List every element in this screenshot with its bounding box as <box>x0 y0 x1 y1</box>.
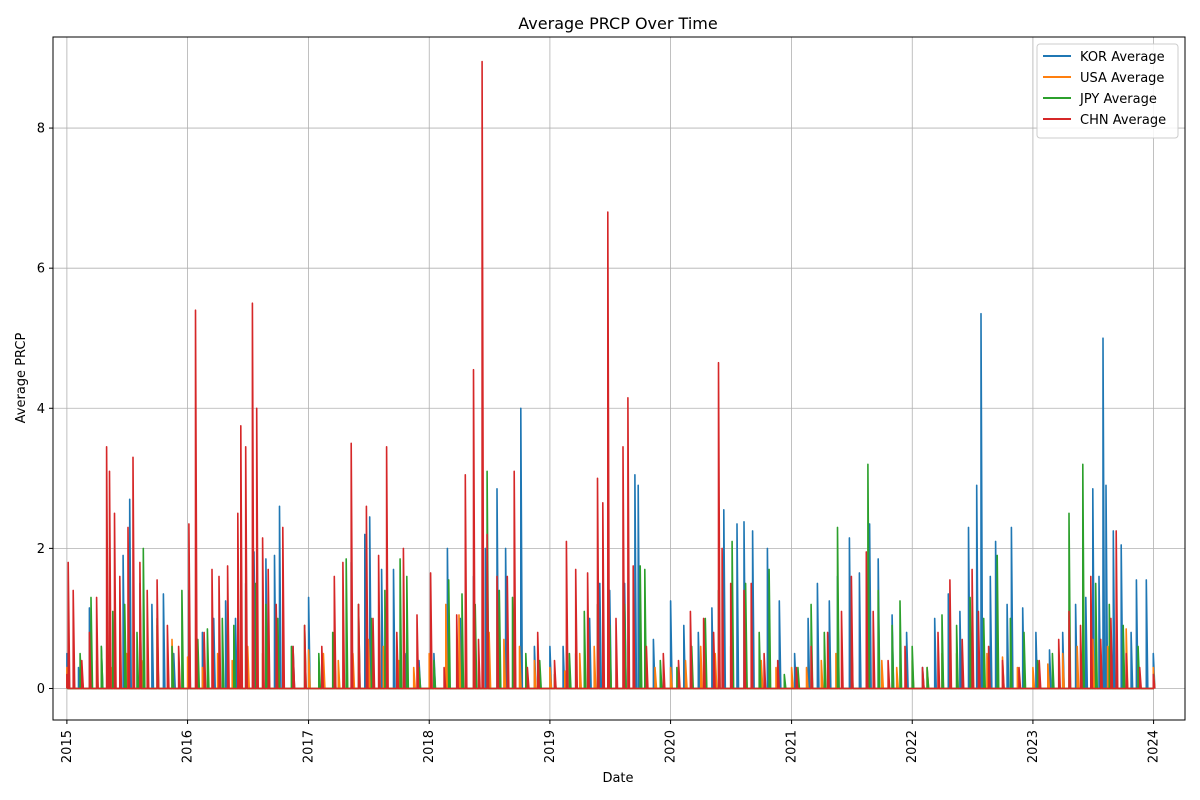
x-tick-label: 2021 <box>785 730 800 763</box>
x-tick-label: 2023 <box>1026 730 1041 763</box>
y-tick-label: 8 <box>37 122 45 137</box>
x-tick-label: 2024 <box>1147 730 1162 763</box>
x-tick-label: 2020 <box>664 730 679 763</box>
x-axis-label: Date <box>602 771 633 786</box>
x-tick-label: 2015 <box>60 730 75 763</box>
x-tick-label: 2016 <box>181 730 196 763</box>
x-tick-label: 2019 <box>543 730 558 763</box>
series-layer <box>66 60 1156 690</box>
y-tick-label: 4 <box>37 402 45 417</box>
x-tick-label: 2018 <box>422 730 437 763</box>
ticks: 2015 2016 2017 2018 2019 2020 2021 2022 2023 2024… <box>37 122 1162 764</box>
x-tick-label: 2017 <box>302 730 317 763</box>
legend-box <box>1036 43 1179 139</box>
y-tick-label: 2 <box>37 542 45 557</box>
legend-label: KOR Average <box>1080 50 1165 65</box>
plot-frame <box>52 36 1186 721</box>
legend: KOR Average USA Average JPY Average CHN Ave… <box>1036 43 1179 139</box>
legend-label: CHN Average <box>1080 113 1166 128</box>
legend-label: JPY Average <box>1079 92 1157 107</box>
y-axis-label: Average PRCP <box>14 333 29 424</box>
chart-title: Average PRCP Over Time <box>518 14 717 33</box>
y-tick-label: 0 <box>37 682 45 697</box>
legend-label: USA Average <box>1080 71 1164 86</box>
x-tick-label: 2022 <box>905 730 920 763</box>
y-tick-label: 6 <box>37 262 45 277</box>
series-line-chn <box>66 60 1156 690</box>
